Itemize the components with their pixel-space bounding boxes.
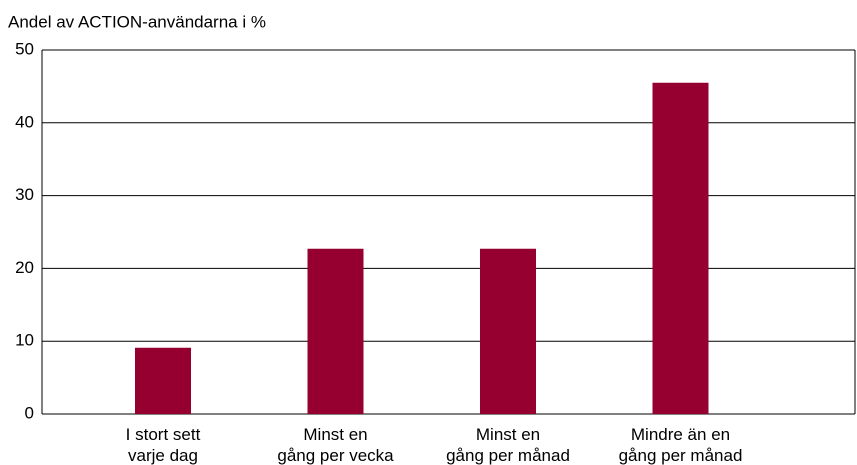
bar <box>652 82 709 414</box>
y-tick-label: 40 <box>15 112 34 131</box>
bar <box>135 347 191 414</box>
bar <box>307 248 364 414</box>
x-tick-label: Minst en gång per månad <box>446 425 570 465</box>
y-tick-label: 20 <box>15 258 34 277</box>
y-tick-label: 30 <box>15 185 34 204</box>
y-axis-label: Andel av ACTION-användarna i % <box>8 12 266 31</box>
y-tick-label: 50 <box>15 39 34 58</box>
y-tick-label: 0 <box>25 403 34 422</box>
x-tick-label: Mindre än en gång per månad <box>619 425 743 465</box>
x-tick-label: I stort sett varje dag <box>126 425 201 465</box>
x-tick-label: Minst en gång per vecka <box>277 425 394 465</box>
y-tick-label: 10 <box>15 331 34 350</box>
bar <box>480 248 536 414</box>
